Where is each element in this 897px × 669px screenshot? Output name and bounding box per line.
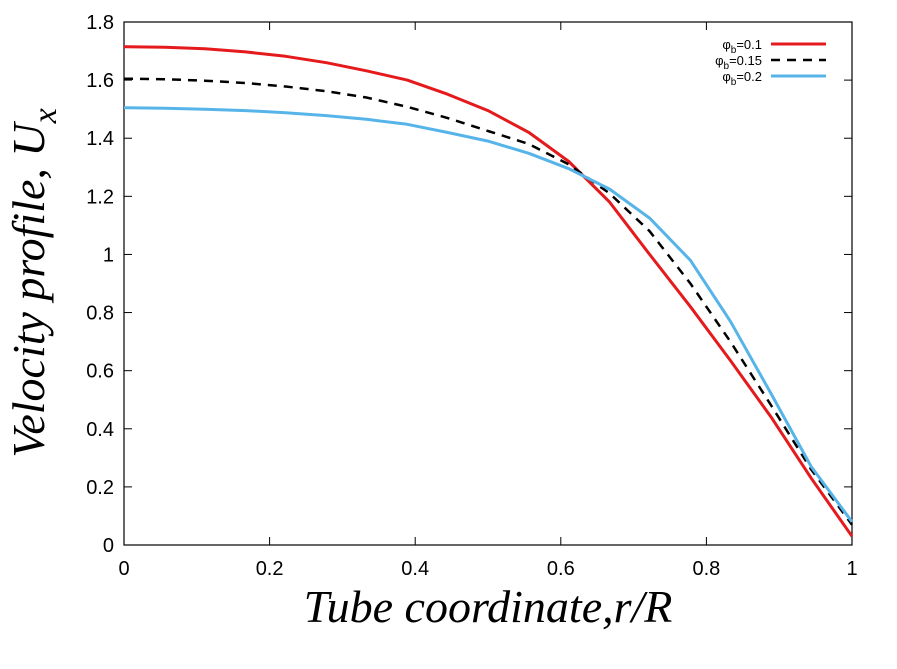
plot-frame [123,21,853,546]
y-tick-label: 0.8 [86,303,114,325]
legend-label-1: φb=0.15 [715,53,762,72]
y-tick-label: 0.4 [86,419,114,441]
legend-label-2: φb=0.2 [722,69,762,88]
series-line-0 [123,45,854,538]
y-tick-label: 0.2 [86,477,114,499]
legend-label-0: φb=0.1 [722,37,762,56]
y-tick-label: 1.2 [86,186,114,208]
x-tick-label: 0.2 [256,558,284,580]
y-axis-title: Velocity profile, Ux [3,108,64,457]
y-tick-label: 0 [103,535,114,557]
y-tick-label: 1.4 [86,128,114,150]
y-tick-label: 1.8 [86,12,114,34]
axis-ticks: 0 0.2 0.4 0.6 0.8 1 0 0.2 0.4 0.6 0.8 1 1.2 1.4 1.6 1.8 [86,12,857,580]
series-line-1 [123,77,854,526]
x-axis-title: Tube coordinate,r/R [304,581,673,632]
y-axis-title-group: Velocity profile, Ux [3,108,64,457]
y-tick-label: 1 [103,244,114,266]
x-tick-label: 0.4 [401,558,429,580]
x-tick-label: 1 [846,558,857,580]
y-axis-title-subscript: x [27,108,64,124]
series-layer [123,45,854,538]
x-tick-label: 0.8 [692,558,720,580]
y-tick-label: 0.6 [86,361,114,383]
y-axis-title-main: Velocity profile, U [3,121,54,458]
series-line-2 [123,106,854,523]
x-tick-label: 0.6 [547,558,575,580]
y-tick-label: 1.6 [86,70,114,92]
x-tick-label: 0 [118,558,129,580]
